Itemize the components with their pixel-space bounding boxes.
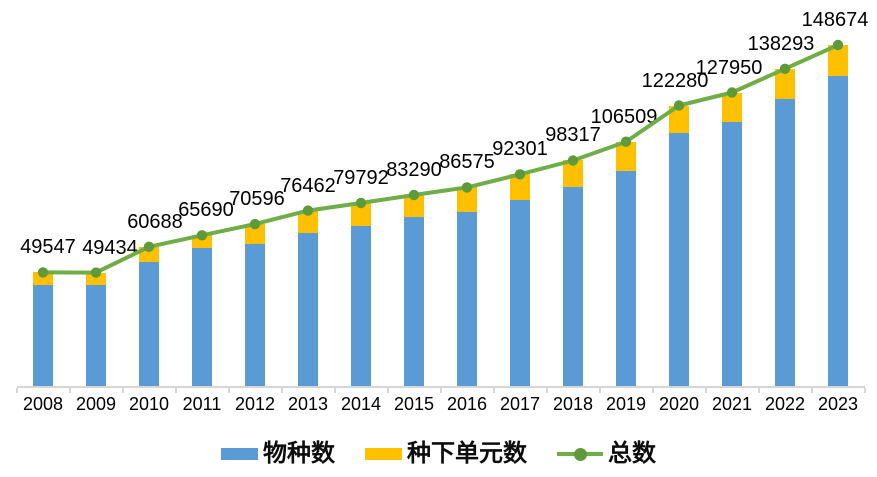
bar-segment-species <box>298 233 318 386</box>
bar-segment-species <box>33 285 53 386</box>
legend-label: 种下单元数 <box>407 440 527 467</box>
bar-segment-species <box>616 170 636 386</box>
x-axis-label: 2009 <box>75 394 117 414</box>
bar-segment-infraspecific <box>404 194 424 218</box>
bar-segment-infraspecific <box>828 45 848 77</box>
x-axis-label: 2021 <box>711 394 753 414</box>
total-data-label: 60688 <box>127 210 183 233</box>
x-axis-tick <box>704 388 707 393</box>
bar-segment-species <box>828 76 848 386</box>
x-axis-tick <box>386 388 389 393</box>
x-axis-label: 2015 <box>393 394 435 414</box>
bar-segment-species <box>351 226 371 386</box>
total-data-label: 70596 <box>229 188 285 211</box>
x-axis-tick <box>810 388 813 393</box>
x-axis-label: 2022 <box>764 394 806 414</box>
x-axis-label: 2012 <box>234 394 276 414</box>
x-axis-tick <box>598 388 601 393</box>
total-data-label: 92301 <box>492 138 548 161</box>
x-axis-label: 2019 <box>605 394 647 414</box>
bar-segment-species <box>139 262 159 386</box>
total-data-label: 106509 <box>590 105 658 128</box>
bar-segment-infraspecific <box>86 272 106 286</box>
bar-segment-infraspecific <box>351 202 371 227</box>
total-data-label: 49434 <box>82 236 138 259</box>
x-axis-tick <box>227 388 230 393</box>
total-data-label: 98317 <box>545 124 601 147</box>
x-axis-tick <box>280 388 283 393</box>
x-axis-label: 2023 <box>817 394 859 414</box>
x-axis-tick <box>121 388 124 393</box>
x-axis-label: 2010 <box>128 394 170 414</box>
bar-segment-infraspecific <box>192 235 212 248</box>
x-axis-label: 2011 <box>182 394 222 414</box>
total-data-label: 86575 <box>439 151 495 174</box>
legend-bar-swatch-icon <box>365 448 402 460</box>
total-data-label: 148674 <box>801 9 869 31</box>
x-axis-tick <box>439 388 442 393</box>
legend-item-2: 总数 <box>557 441 656 467</box>
bar-segment-species <box>669 133 689 386</box>
x-axis-label: 2017 <box>499 394 541 414</box>
bar-segment-infraspecific <box>457 187 477 213</box>
x-axis-tick <box>651 388 654 393</box>
x-axis-label: 2018 <box>552 394 594 414</box>
bar-segment-infraspecific <box>616 141 636 171</box>
bar-segment-species <box>404 217 424 386</box>
bar-segment-infraspecific <box>298 210 318 234</box>
total-data-label: 138293 <box>747 32 815 55</box>
bar-segment-infraspecific <box>669 105 689 134</box>
bar-segment-species <box>722 122 742 386</box>
x-axis-label: 2014 <box>340 394 382 414</box>
bar-segment-infraspecific <box>563 160 583 188</box>
x-axis-tick <box>863 388 866 393</box>
x-axis-label: 2008 <box>22 394 64 414</box>
legend-item-0: 物种数 <box>221 441 335 467</box>
legend-label: 总数 <box>608 440 656 467</box>
legend-item-1: 种下单元数 <box>365 441 527 467</box>
bar-segment-infraspecific <box>722 92 742 123</box>
bar-segment-infraspecific <box>775 68 795 100</box>
x-axis-label: 2013 <box>287 394 329 414</box>
x-axis-tick <box>492 388 495 393</box>
bar-segment-species <box>192 247 212 386</box>
total-data-label: 127950 <box>695 56 763 79</box>
x-axis-label: 2016 <box>446 394 488 414</box>
x-axis-tick <box>333 388 336 393</box>
legend-label: 物种数 <box>263 440 335 467</box>
total-data-label: 49547 <box>20 236 76 259</box>
bar-segment-species <box>457 212 477 386</box>
bar-segment-infraspecific <box>139 246 159 263</box>
bar-segment-species <box>510 200 530 386</box>
bar-segment-species <box>86 285 106 386</box>
legend-line-dot-icon <box>557 447 603 461</box>
total-data-label: 65690 <box>178 199 234 222</box>
x-axis-tick <box>757 388 760 393</box>
x-axis-tick <box>545 388 548 393</box>
bar-segment-infraspecific <box>510 174 530 201</box>
total-data-label: 76462 <box>280 174 336 197</box>
x-axis-label: 2020 <box>658 394 700 414</box>
bar-segment-species <box>775 99 795 386</box>
legend: 物种数 种下单元数 总数 <box>0 438 877 470</box>
x-axis-line <box>16 386 865 388</box>
x-axis-tick <box>15 388 18 393</box>
total-data-label: 83290 <box>386 158 442 181</box>
bar-segment-infraspecific <box>33 272 53 286</box>
bar-segment-species <box>563 187 583 386</box>
x-axis-tick <box>174 388 177 393</box>
legend-bar-swatch-icon <box>221 448 258 460</box>
total-data-label: 79792 <box>333 166 389 189</box>
bar-segment-infraspecific <box>245 224 265 244</box>
bar-segment-species <box>245 243 265 386</box>
x-axis-tick <box>68 388 71 393</box>
